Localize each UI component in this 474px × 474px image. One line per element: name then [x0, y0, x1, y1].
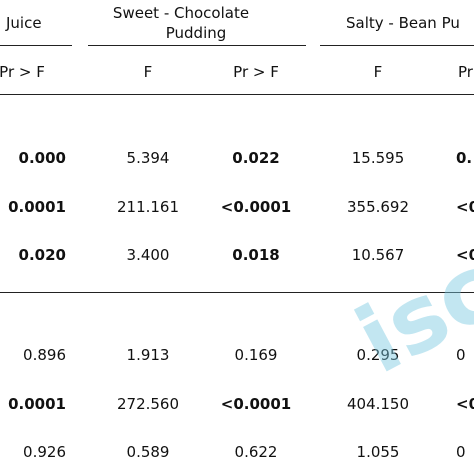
cell-col2-f: 272.560 — [116, 395, 180, 413]
cell-col2-f: 3.400 — [126, 246, 170, 264]
sub-header-col2-f: F — [143, 63, 153, 81]
cell-col3-pr: 0 — [456, 443, 466, 461]
cell-col1-pr: 0.000 — [18, 149, 66, 167]
cell-col3-pr: 0 — [456, 346, 466, 364]
cell-col3-pr: <0 — [456, 198, 474, 216]
cell-col2-pr: 0.169 — [234, 346, 278, 364]
sub-header-col1-pr: Pr > F — [0, 63, 45, 81]
cell-col1-pr: 0.0001 — [8, 198, 66, 216]
cell-col2-f: 1.913 — [126, 346, 170, 364]
cell-col3-f: 10.567 — [351, 246, 405, 264]
cell-col3-pr: <0 — [456, 395, 474, 413]
col1-group-title: Juice — [6, 14, 42, 32]
col3-group-rule — [320, 45, 474, 46]
header-bottom-rule — [0, 94, 474, 95]
col2-group-title-line1: Sweet - Chocolate — [112, 4, 250, 22]
sub-header-col3-pr: Pr — [458, 63, 473, 81]
cell-col2-f: 0.589 — [126, 443, 170, 461]
cell-col2-pr: 0.622 — [234, 443, 278, 461]
cell-col2-pr: <0.0001 — [220, 198, 292, 216]
cell-col1-pr: 0.0001 — [8, 395, 66, 413]
cell-col2-pr: <0.0001 — [220, 395, 292, 413]
cell-col3-pr: <0 — [456, 246, 474, 264]
sub-header-col3-f: F — [373, 63, 383, 81]
cell-col3-f: 404.150 — [346, 395, 410, 413]
col3-group-title: Salty - Bean Pu — [346, 14, 460, 32]
col1-group-rule — [0, 45, 72, 46]
cell-col3-pr: 0. — [456, 149, 473, 167]
cell-col3-f: 15.595 — [351, 149, 405, 167]
cell-col2-pr: 0.018 — [232, 246, 280, 264]
sub-header-col2-pr: Pr > F — [233, 63, 279, 81]
group-separator-rule — [0, 292, 474, 293]
cell-col3-f: 1.055 — [356, 443, 400, 461]
cell-col1-pr: 0.926 — [23, 443, 66, 461]
cell-col2-pr: 0.022 — [232, 149, 280, 167]
cell-col1-pr: 0.020 — [18, 246, 66, 264]
col2-group-rule — [88, 45, 306, 46]
col2-group-title-line2: Pudding — [165, 24, 227, 42]
cell-col2-f: 211.161 — [116, 198, 180, 216]
cell-col2-f: 5.394 — [126, 149, 170, 167]
cell-col1-pr: 0.896 — [23, 346, 66, 364]
cell-col3-f: 355.692 — [346, 198, 410, 216]
cell-col3-f: 0.295 — [356, 346, 400, 364]
